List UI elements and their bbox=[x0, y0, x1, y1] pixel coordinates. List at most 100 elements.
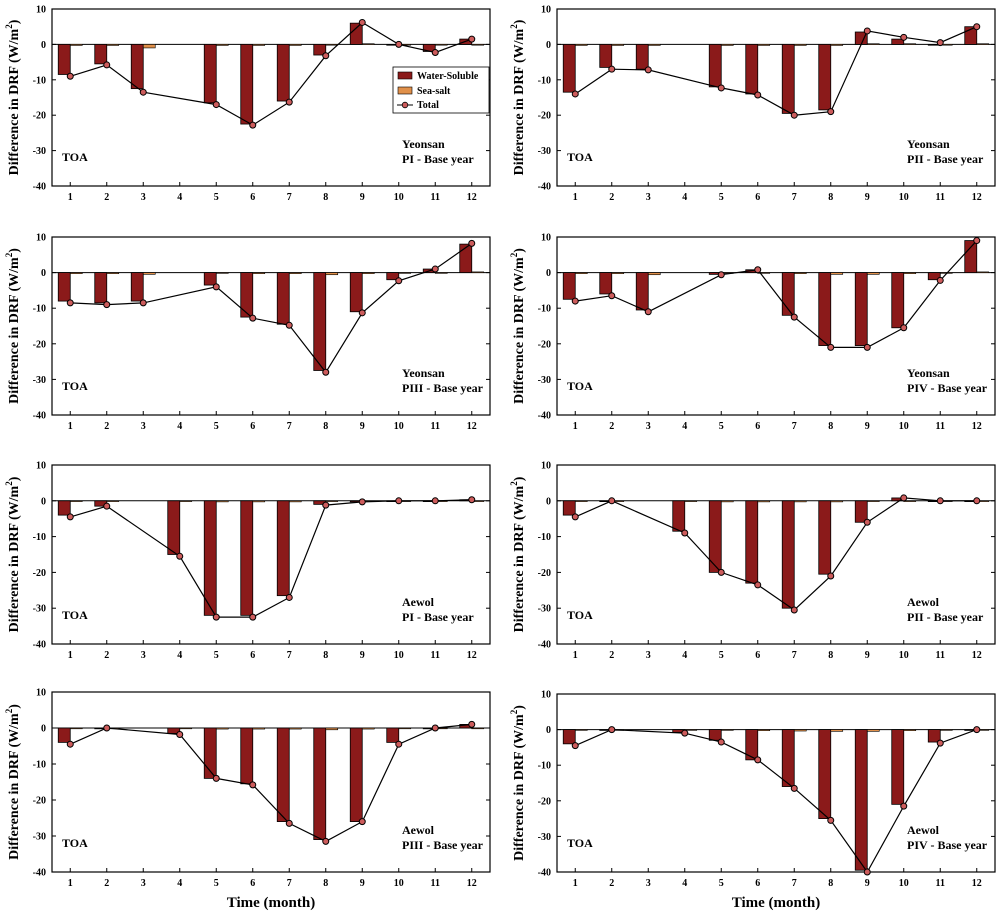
bar-water-soluble bbox=[708, 500, 722, 573]
x-tick-label: 6 bbox=[250, 192, 255, 203]
x-tick-label: 12 bbox=[972, 878, 982, 889]
bar-sea-salt bbox=[434, 272, 448, 274]
total-point bbox=[863, 343, 871, 351]
x-tick-label: 11 bbox=[936, 650, 945, 661]
bar-sea-salt bbox=[757, 729, 771, 731]
bar-sea-salt bbox=[830, 44, 844, 46]
x-tick-label: 8 bbox=[828, 650, 833, 661]
total-point bbox=[212, 613, 220, 621]
total-point bbox=[827, 572, 835, 580]
bar-sea-salt bbox=[361, 272, 375, 274]
bar-sea-salt bbox=[866, 500, 880, 502]
bar-water-soluble bbox=[459, 243, 473, 273]
y-tick-label: -20 bbox=[538, 568, 551, 579]
bar-water-soluble bbox=[745, 729, 759, 761]
total-point bbox=[468, 239, 476, 247]
bar-sea-salt bbox=[793, 44, 807, 46]
bar-sea-salt bbox=[793, 729, 807, 732]
x-tick-label: 8 bbox=[828, 878, 833, 889]
y-tick-label: -20 bbox=[538, 796, 551, 807]
bar-sea-salt bbox=[611, 44, 625, 46]
x-tick-label: 7 bbox=[287, 192, 292, 203]
bar-water-soluble bbox=[57, 727, 71, 743]
total-point bbox=[973, 237, 981, 245]
total-point bbox=[827, 343, 835, 351]
x-tick-label: 10 bbox=[899, 192, 909, 203]
level-label: TOA bbox=[62, 379, 88, 393]
total-point bbox=[973, 497, 981, 505]
site-label: Yeonsan bbox=[402, 137, 445, 151]
y-tick-label: -30 bbox=[33, 604, 46, 615]
level-label: TOA bbox=[62, 608, 88, 622]
bar-sea-salt bbox=[471, 727, 485, 730]
plot-frame bbox=[556, 8, 996, 187]
bar-sea-salt bbox=[976, 271, 990, 273]
bar-sea-salt bbox=[325, 272, 339, 276]
bar-sea-salt bbox=[288, 500, 302, 503]
y-tick-label: 10 bbox=[36, 233, 46, 244]
y-axis-label: Difference in DRF (W/m2) bbox=[509, 476, 527, 632]
total-point bbox=[681, 529, 689, 537]
bar-sea-salt bbox=[574, 500, 588, 502]
x-tick-label: 5 bbox=[719, 650, 724, 661]
x-tick-label: 11 bbox=[936, 421, 945, 432]
total-point bbox=[790, 606, 798, 614]
bar-water-soluble bbox=[57, 44, 71, 75]
x-tick-label: 4 bbox=[177, 421, 182, 432]
bar-water-soluble bbox=[818, 272, 832, 346]
bar-sea-salt bbox=[574, 44, 588, 46]
total-point bbox=[973, 726, 981, 734]
x-tick-label: 7 bbox=[792, 650, 797, 661]
x-tick-label: 1 bbox=[68, 421, 73, 432]
bar-sea-salt bbox=[757, 44, 771, 46]
y-tick-label: -10 bbox=[538, 761, 551, 772]
y-tick-label: 10 bbox=[36, 688, 46, 699]
y-tick-label: -10 bbox=[538, 532, 551, 543]
legend-swatch-water-soluble bbox=[397, 71, 413, 80]
y-tick-label: -10 bbox=[538, 75, 551, 86]
y-tick-label: -40 bbox=[33, 182, 46, 193]
total-point bbox=[571, 297, 579, 305]
total-point bbox=[66, 299, 74, 307]
x-axis-label: Time (month) bbox=[732, 895, 820, 911]
y-axis-label: Difference in DRF (W/m2) bbox=[4, 248, 22, 404]
plot-frame bbox=[556, 693, 996, 873]
y-tick-label: -40 bbox=[538, 182, 551, 193]
x-tick-label: 7 bbox=[287, 421, 292, 432]
level-label: TOA bbox=[62, 836, 88, 850]
total-point bbox=[358, 309, 366, 317]
y-tick-label: -20 bbox=[33, 796, 46, 807]
x-tick-label: 9 bbox=[360, 421, 365, 432]
x-tick-label: 7 bbox=[792, 878, 797, 889]
bar-water-soluble bbox=[562, 44, 576, 93]
bar-sea-salt bbox=[106, 44, 120, 46]
bar-water-soluble bbox=[386, 272, 400, 281]
x-tick-label: 7 bbox=[287, 878, 292, 889]
level-label: TOA bbox=[567, 608, 593, 622]
bar-water-soluble bbox=[240, 44, 254, 125]
total-point bbox=[66, 740, 74, 748]
bar-sea-salt bbox=[471, 271, 485, 273]
total-point bbox=[790, 784, 798, 792]
y-axis-label: Difference in DRF (W/m2) bbox=[4, 704, 22, 860]
x-tick-label: 8 bbox=[828, 421, 833, 432]
period-label: PIV - Base year bbox=[907, 381, 988, 395]
x-tick-label: 1 bbox=[573, 878, 578, 889]
x-tick-label: 7 bbox=[792, 192, 797, 203]
x-tick-label: 9 bbox=[360, 878, 365, 889]
x-tick-label: 3 bbox=[646, 878, 651, 889]
total-point bbox=[973, 23, 981, 31]
total-point bbox=[395, 497, 403, 505]
y-tick-label: 10 bbox=[541, 233, 551, 244]
chart-panel-6: 100-10-20-30-401 2 3 4 5 6 7 8 9 10 11 12TOAAewolPI… bbox=[509, 461, 996, 661]
x-tick-label: 3 bbox=[646, 421, 651, 432]
total-point bbox=[322, 501, 330, 509]
x-tick-label: 10 bbox=[899, 650, 909, 661]
bar-sea-salt bbox=[252, 44, 266, 46]
total-point bbox=[468, 35, 476, 43]
y-tick-label: 0 bbox=[41, 496, 46, 507]
y-tick-label: -10 bbox=[33, 304, 46, 315]
x-tick-label: 1 bbox=[573, 421, 578, 432]
bar-water-soluble bbox=[240, 727, 254, 785]
bar-sea-salt bbox=[866, 272, 880, 275]
